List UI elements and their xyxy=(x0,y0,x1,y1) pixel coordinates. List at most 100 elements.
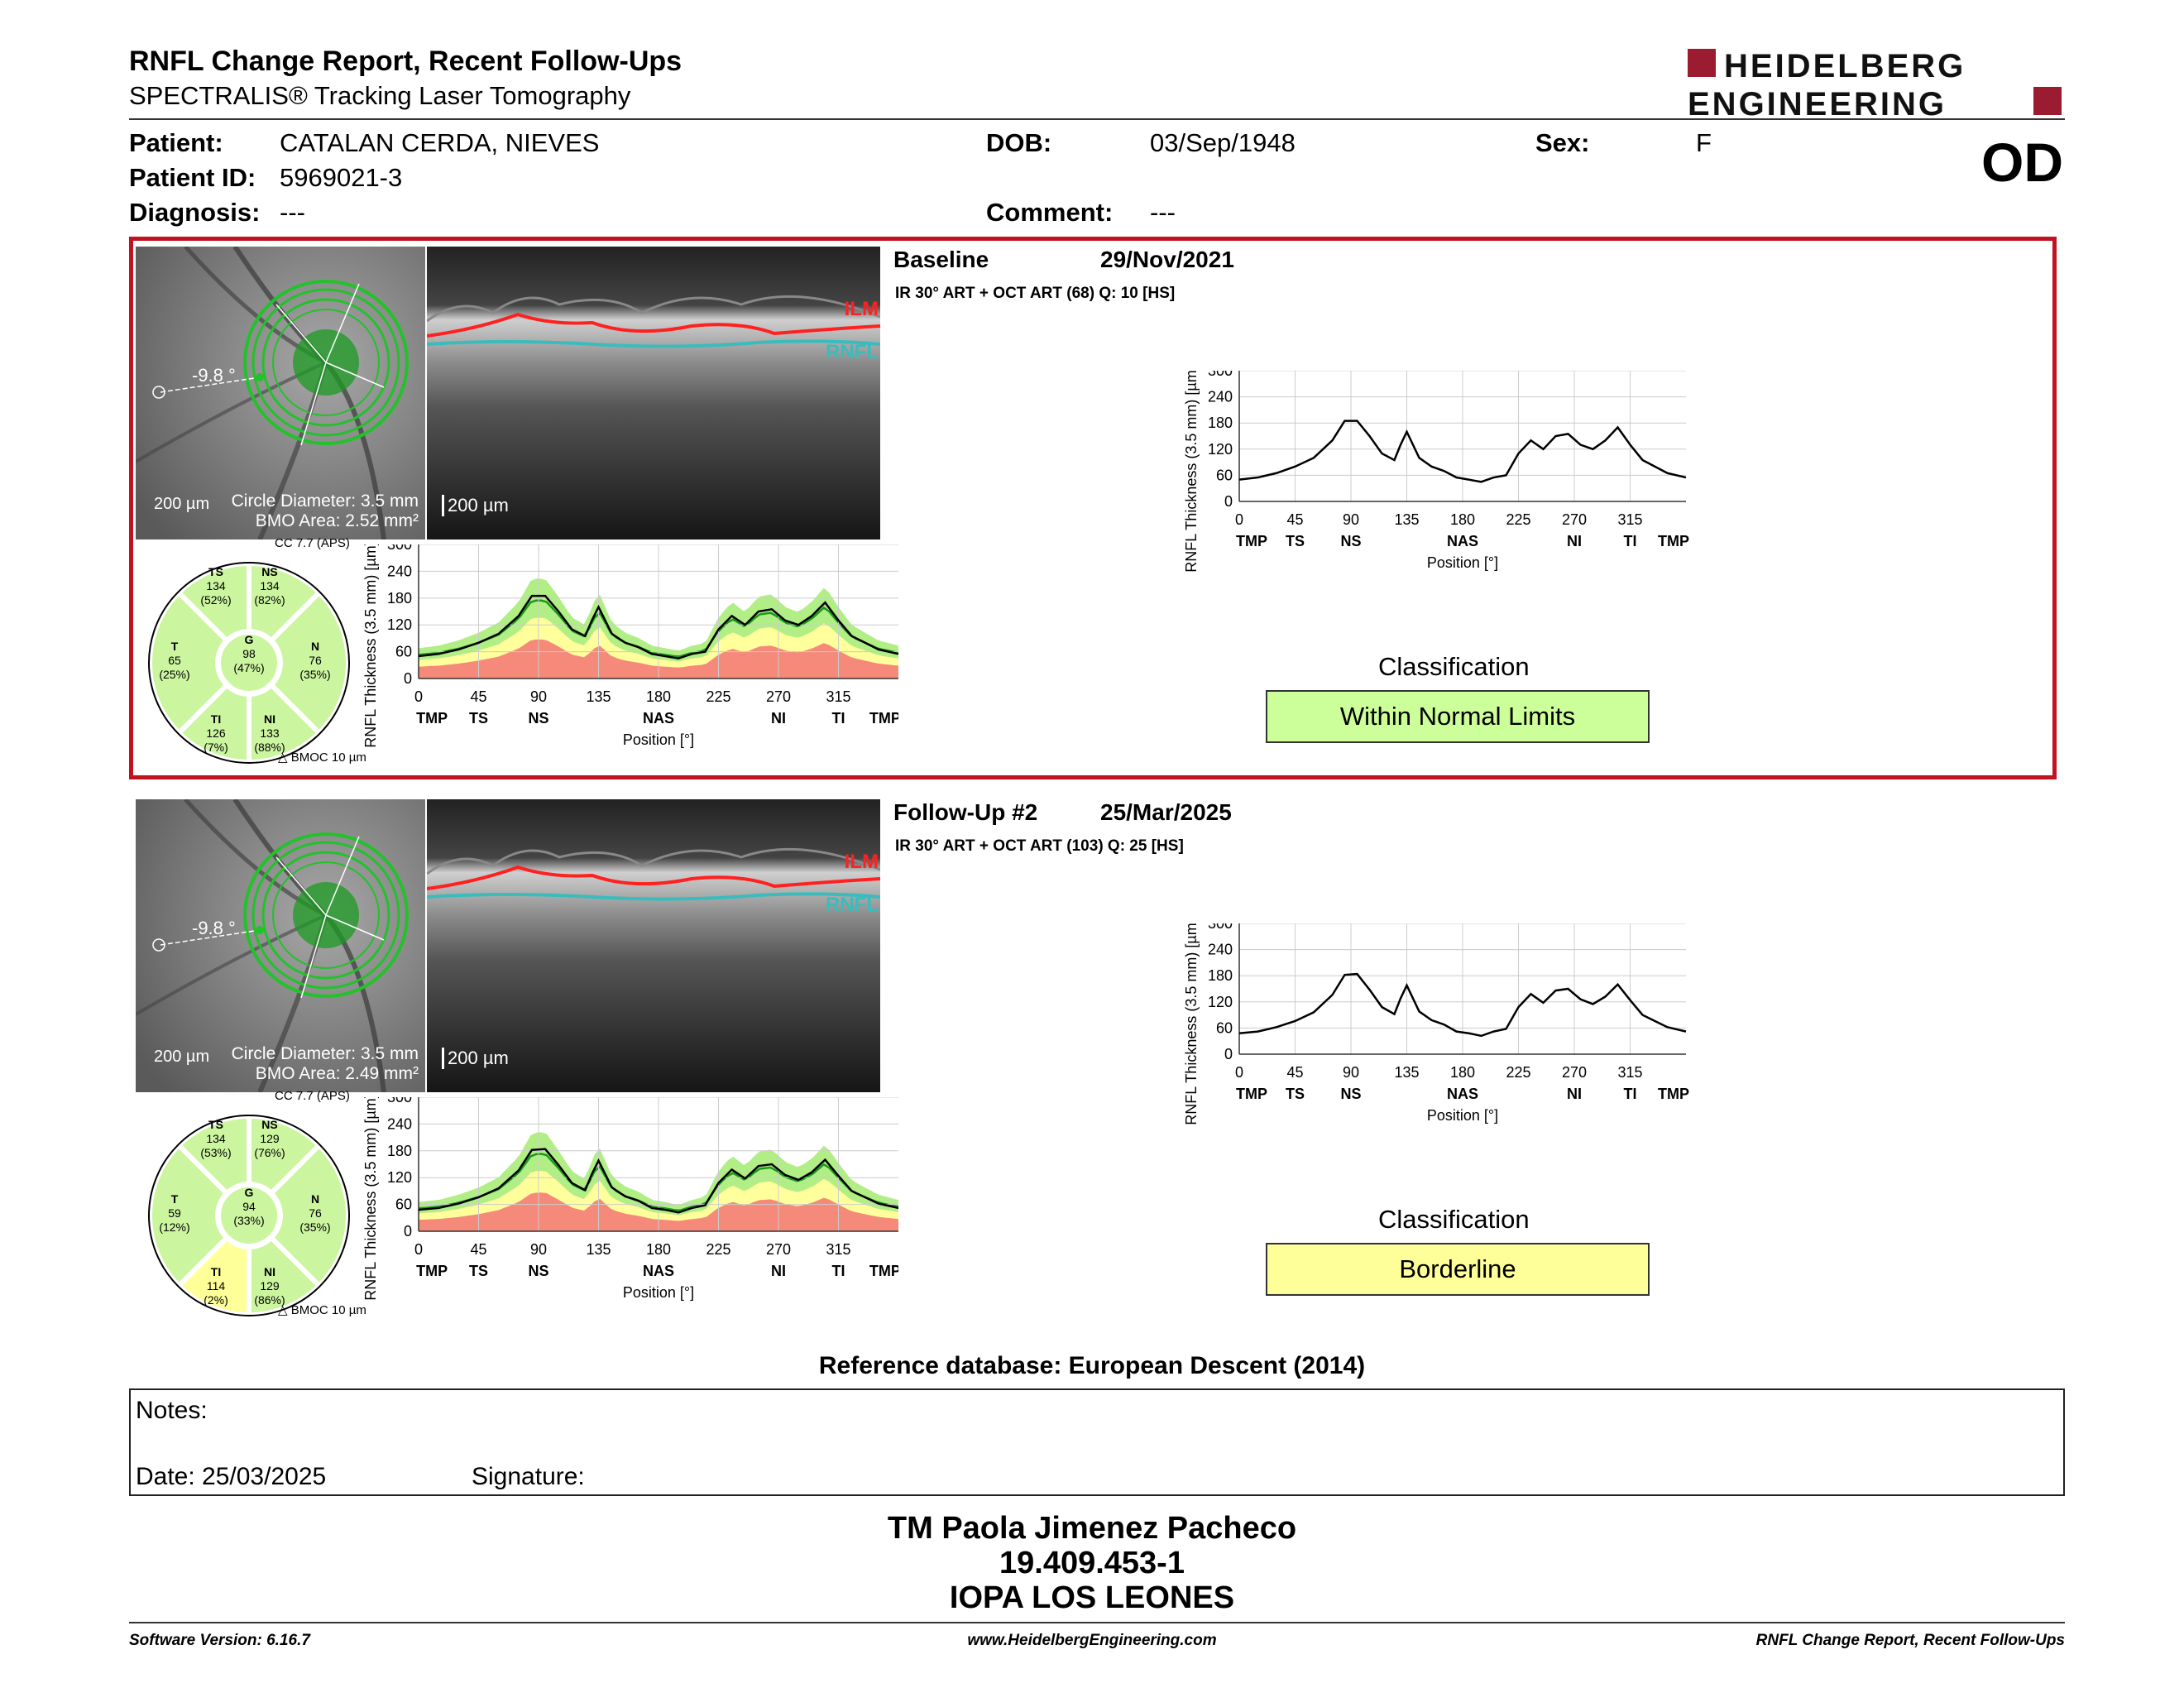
y-tick-label: 300 xyxy=(1208,923,1233,932)
oct-scale: 200 µm xyxy=(442,1048,509,1069)
x-tick-label: 45 xyxy=(1286,1064,1303,1081)
x-tick-label: 0 xyxy=(1235,511,1243,528)
x-tick-label: 90 xyxy=(1343,1064,1359,1081)
sector-ns-text: NS xyxy=(261,1118,277,1131)
x-tick-label: 225 xyxy=(706,688,730,705)
y-tick-label: 240 xyxy=(387,563,412,579)
sector-pie-chart: NS129(76%)N76(35%)NI129(86%)TI114(2%)T59… xyxy=(147,1113,351,1318)
sector-tick-label: NI xyxy=(1567,1086,1582,1102)
svg-text:ENGINEERING: ENGINEERING xyxy=(1688,86,1947,120)
x-axis-label: Position [°] xyxy=(623,731,694,748)
y-tick-label: 300 xyxy=(387,1097,412,1105)
bmoc-label: △ BMOC 10 µm xyxy=(278,1303,366,1317)
sector-tick-label: TS xyxy=(1286,1086,1305,1102)
sector-tick-label: TI xyxy=(832,710,845,727)
baseline-panel: -9.8 ° 200 µm Circle Diameter: 3.5 mm BM… xyxy=(129,238,2065,784)
fundus-image: -9.8 ° 200 µm Circle Diameter: 3.5 mm BM… xyxy=(136,799,425,1092)
cc-label: CC 7.7 (APS) xyxy=(275,536,350,550)
signer-id: 19.409.453-1 xyxy=(999,1546,1185,1580)
x-tick-label: 315 xyxy=(826,688,850,705)
ilm-label: ILM xyxy=(844,851,879,873)
notes-date: Date: 25/03/2025 xyxy=(136,1463,327,1490)
circle-diameter: Circle Diameter: 3.5 mm xyxy=(231,1044,419,1063)
exam-title: Baseline xyxy=(893,247,989,272)
sector-n-text: N xyxy=(311,1192,319,1206)
sector-g xyxy=(218,631,280,694)
report-title: RNFL Change Report, Recent Follow-Ups xyxy=(129,46,682,77)
sector-tick-label: NAS xyxy=(1447,533,1478,549)
x-tick-label: 180 xyxy=(1450,511,1475,528)
sector-ts-text: 134 xyxy=(206,579,226,592)
patient-id: 5969021-3 xyxy=(280,163,403,192)
x-tick-label: 45 xyxy=(470,1241,486,1258)
sector-ts-text: TS xyxy=(208,1118,223,1131)
rnfl-profile-chart: 0 60 120 180 240 300 0 45 90 135 180 225 270 315 TMP TS… xyxy=(1183,371,1689,573)
x-tick-label: 0 xyxy=(414,1241,423,1258)
x-tick-label: 135 xyxy=(1394,1064,1419,1081)
signer-institution: IOPA LOS LEONES xyxy=(949,1580,1235,1615)
sector-ts-text: 134 xyxy=(206,1132,226,1145)
y-tick-label: 0 xyxy=(404,670,412,687)
website-link[interactable]: www.HeidelbergEngineering.com xyxy=(967,1632,1217,1649)
circle-diameter: Circle Diameter: 3.5 mm xyxy=(231,492,419,511)
sector-tick-label: NAS xyxy=(1447,1086,1478,1102)
sector-ni-text: 133 xyxy=(260,727,280,740)
sector-ns-text: NS xyxy=(261,565,277,578)
notes-label: Notes: xyxy=(136,1397,208,1424)
x-tick-label: 270 xyxy=(766,688,791,705)
sector-g-text: G xyxy=(245,1186,254,1199)
x-tick-label: 180 xyxy=(646,688,671,705)
rnfl-thickness-line xyxy=(418,1148,898,1214)
y-axis-label: RNFL Thickness (3.5 mm) [µm] xyxy=(362,1097,379,1301)
footer-report-name: RNFL Change Report, Recent Follow-Ups xyxy=(1755,1632,2065,1649)
sector-g-text: G xyxy=(245,633,254,646)
sector-t-text: (12%) xyxy=(159,1220,189,1234)
sector-ns-text: (76%) xyxy=(254,1146,285,1159)
sector-n-text: 76 xyxy=(309,1206,322,1220)
classification-result: Within Normal Limits xyxy=(1266,690,1650,743)
y-tick-label: 120 xyxy=(387,616,412,633)
y-tick-label: 300 xyxy=(1208,371,1233,379)
x-axis-label: Position [°] xyxy=(1427,1107,1498,1124)
software-version: Software Version: 6.16.7 xyxy=(129,1632,310,1649)
y-axis-label: RNFL Thickness (3.5 mm) [µm] xyxy=(1183,923,1200,1125)
y-tick-label: 60 xyxy=(1216,467,1233,483)
rnfl-thickness-line xyxy=(1238,972,1687,1038)
dob-label: DOB: xyxy=(986,128,1052,157)
y-tick-label: 60 xyxy=(395,644,412,660)
rnfl-profile-normative-chart: 0 60 120 180 240 300 0 45 90 135 180 225 270 315 TMP TS… xyxy=(362,544,898,748)
y-tick-label: 240 xyxy=(1208,389,1233,405)
sector-ni-text: 129 xyxy=(260,1279,280,1292)
sector-ni-text: NI xyxy=(264,1265,275,1278)
sector-t-text: T xyxy=(171,1192,179,1206)
classification-label: Classification xyxy=(1378,1205,1530,1234)
sector-ti-text: (7%) xyxy=(204,741,228,754)
sector-g xyxy=(218,1184,280,1247)
x-tick-label: 135 xyxy=(1394,511,1419,528)
x-tick-label: 315 xyxy=(1617,511,1642,528)
sector-tick-label: NS xyxy=(528,710,548,727)
rnfl-profile-chart: 0 60 120 180 240 300 0 45 90 135 180 225 270 315 TMP TS… xyxy=(1183,923,1689,1125)
sector-ni-text: NI xyxy=(264,712,275,726)
x-tick-label: 225 xyxy=(1506,511,1530,528)
cc-label: CC 7.7 (APS) xyxy=(275,1089,350,1103)
sector-g-text: (33%) xyxy=(233,1214,264,1227)
x-tick-label: 315 xyxy=(1617,1064,1642,1081)
sector-n-text: N xyxy=(311,640,319,653)
sector-ti-text: TI xyxy=(211,1265,221,1278)
y-tick-label: 180 xyxy=(1208,415,1233,431)
y-tick-label: 180 xyxy=(387,1143,412,1159)
x-tick-label: 0 xyxy=(414,688,423,705)
sector-ni-text: (88%) xyxy=(254,741,285,754)
bmo-area: BMO Area: 2.49 mm² xyxy=(255,1064,419,1083)
sector-tick-label: NI xyxy=(771,710,786,727)
y-tick-label: 180 xyxy=(1208,967,1233,984)
sector-tick-label: NS xyxy=(528,1263,548,1279)
sector-ns-text: 129 xyxy=(260,1132,280,1145)
x-tick-label: 270 xyxy=(1562,1064,1587,1081)
y-tick-label: 0 xyxy=(1224,493,1233,510)
sector-tick-label: TMP xyxy=(1236,533,1267,549)
classification-label: Classification xyxy=(1378,652,1530,681)
eye-label: OD xyxy=(1981,132,2063,193)
y-axis-label: RNFL Thickness (3.5 mm) [µm] xyxy=(1183,371,1200,573)
